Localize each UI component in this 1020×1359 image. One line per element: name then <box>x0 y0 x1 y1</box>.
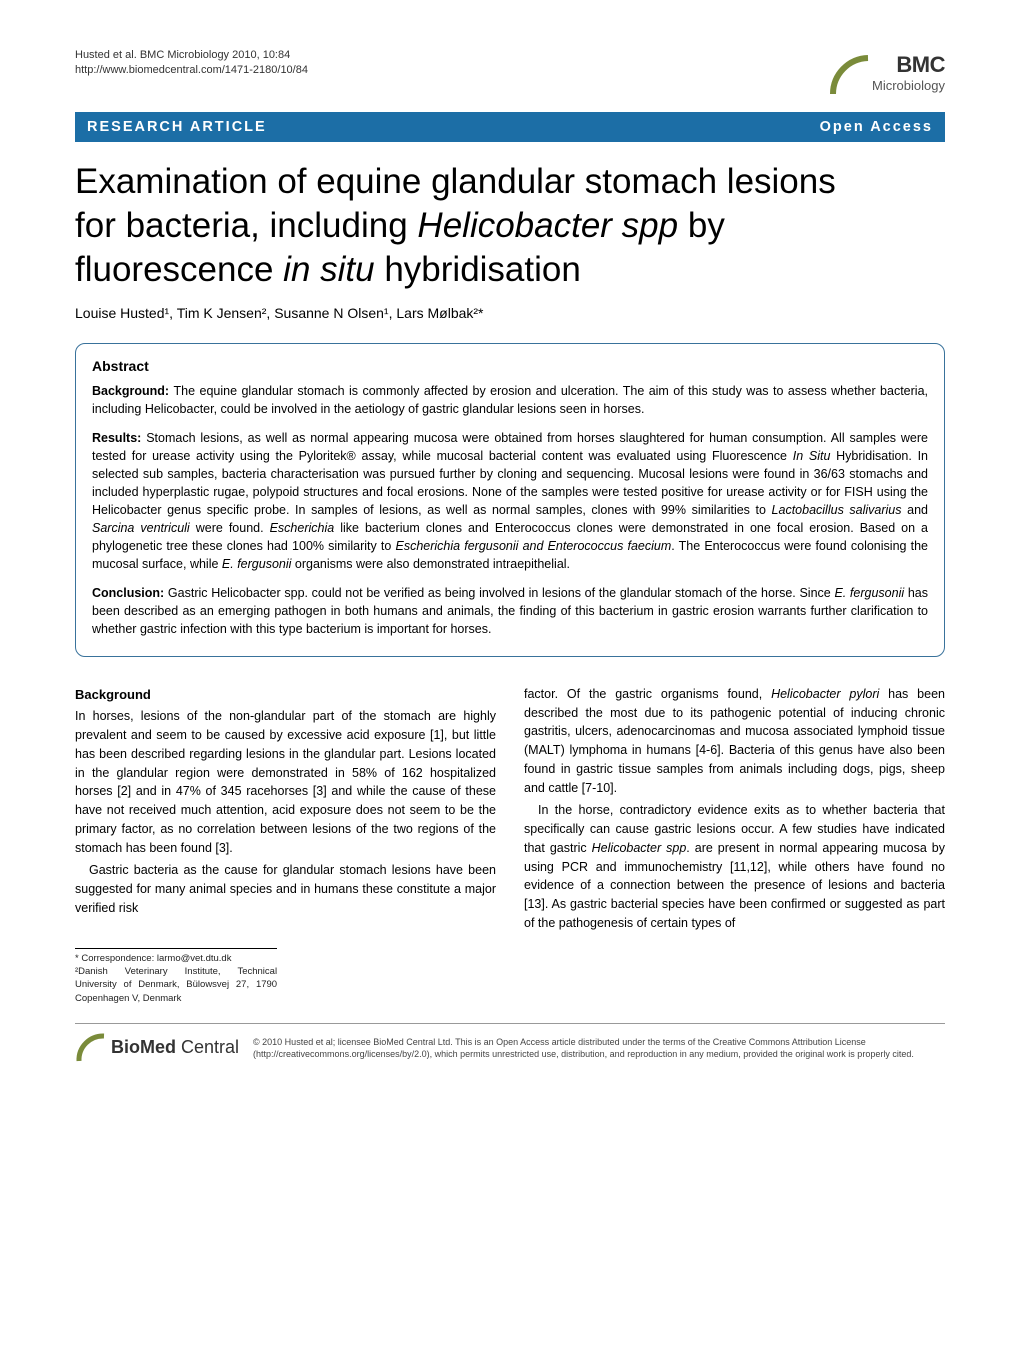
abstract-conclusion: Conclusion: Gastric Helicobacter spp. co… <box>92 584 928 638</box>
biomed-text: BioMed Central <box>111 1037 239 1058</box>
body-right-p1: factor. Of the gastric organisms found, … <box>524 685 945 798</box>
right-column: factor. Of the gastric organisms found, … <box>524 685 945 1005</box>
left-column: Background In horses, lesions of the non… <box>75 685 496 1005</box>
banner-left: RESEARCH ARTICLE <box>87 119 267 135</box>
logo-top: BMC <box>872 52 945 78</box>
article-title: Examination of equine glandular stomach … <box>75 160 945 291</box>
citation-block: Husted et al. BMC Microbiology 2010, 10:… <box>75 48 308 79</box>
body-left-p2: Gastric bacteria as the cause for glandu… <box>75 861 496 917</box>
bmc-arc-icon <box>830 48 870 96</box>
body-right-p2: In the horse, contradictory evidence exi… <box>524 801 945 932</box>
page-root: Husted et al. BMC Microbiology 2010, 10:… <box>0 0 1020 1104</box>
logo-bottom: Microbiology <box>872 78 945 93</box>
banner-right: Open Access <box>820 119 933 135</box>
license-text: © 2010 Husted et al; licensee BioMed Cen… <box>253 1036 945 1060</box>
page-header: Husted et al. BMC Microbiology 2010, 10:… <box>75 48 945 96</box>
bmc-text-block: BMC Microbiology <box>872 52 945 93</box>
abstract-results: Results: Stomach lesions, as well as nor… <box>92 429 928 574</box>
abstract-box: Abstract Background: The equine glandula… <box>75 343 945 657</box>
article-type-banner: RESEARCH ARTICLE Open Access <box>75 112 945 142</box>
abstract-heading: Abstract <box>92 358 928 374</box>
correspondence-affiliation: ²Danish Veterinary Institute, Technical … <box>75 965 277 1005</box>
section-heading-background: Background <box>75 685 496 705</box>
biomed-arc-icon <box>75 1032 107 1064</box>
body-columns: Background In horses, lesions of the non… <box>75 685 945 1005</box>
license-row: BioMed Central © 2010 Husted et al; lice… <box>75 1023 945 1064</box>
body-left-p1: In horses, lesions of the non-glandular … <box>75 707 496 857</box>
correspondence-email: * Correspondence: larmo@vet.dtu.dk <box>75 952 277 965</box>
conclusion-text: Gastric Helicobacter spp. could not be v… <box>92 586 928 636</box>
abstract-background: Background: The equine glandular stomach… <box>92 382 928 418</box>
bmc-logo: BMC Microbiology <box>830 48 945 96</box>
citation-url: http://www.biomedcentral.com/1471-2180/1… <box>75 63 308 78</box>
results-text: Stomach lesions, as well as normal appea… <box>92 431 928 572</box>
journal-logo: BMC Microbiology <box>830 48 945 96</box>
correspondence-block: * Correspondence: larmo@vet.dtu.dk ²Dani… <box>75 948 277 1005</box>
author-list: Louise Husted¹, Tim K Jensen², Susanne N… <box>75 305 945 321</box>
citation-line1: Husted et al. BMC Microbiology 2010, 10:… <box>75 48 308 63</box>
biomed-central-logo: BioMed Central <box>75 1032 239 1064</box>
